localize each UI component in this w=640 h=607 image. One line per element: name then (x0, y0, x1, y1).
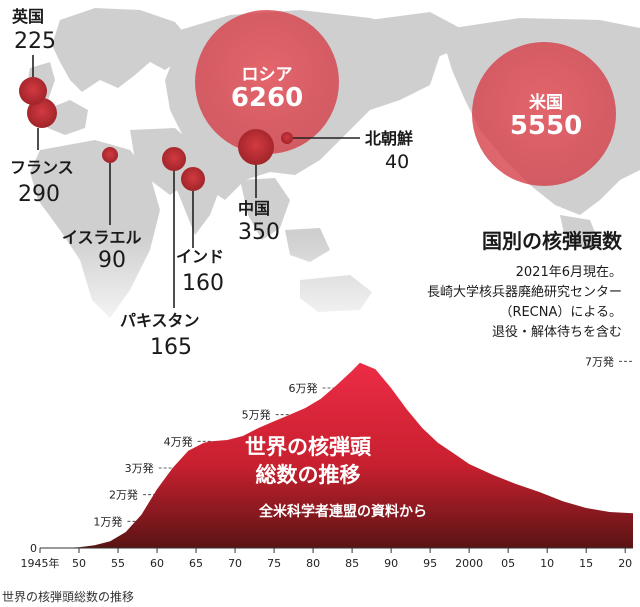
chart-title-line-2: 総数の推移 (256, 463, 361, 487)
label-north-korea-name: 北朝鮮 (365, 129, 413, 148)
y-tick-label: 0 (30, 542, 37, 555)
area-chart: 0 1万発 2万発 3万発 4万発 5万発 6万発 7万発 1945年 50 55 60 65 70 75… (21, 354, 633, 570)
map-notes: 2021年6月現在。 長崎大学核兵器廃絶研究センター （RECNA）による。 退… (427, 265, 622, 340)
figure-caption: 世界の核弾頭総数の推移 (2, 590, 135, 604)
label-china-name: 中国 (238, 199, 270, 218)
x-tick-label: 65 (189, 557, 203, 570)
x-tick-label: 55 (111, 557, 125, 570)
y-tick-label: 4万発 (164, 434, 193, 448)
label-france-name: フランス (10, 158, 74, 177)
note-line: （RECNA）による。 (499, 305, 622, 320)
bubbles (19, 10, 616, 191)
bubble-uk (19, 77, 47, 105)
y-axis-labels: 0 1万発 2万発 3万発 4万発 5万発 6万発 7万発 (30, 354, 614, 555)
y-tick-label: 3万発 (125, 461, 154, 475)
x-tick-label: 10 (540, 557, 554, 570)
label-uk-name: 英国 (11, 7, 44, 26)
y-tick-label: 5万発 (242, 408, 271, 422)
x-tick-label: 05 (501, 557, 515, 570)
label-france-value: 290 (18, 182, 60, 207)
country-labels: 英国 225 ロシア 6260 米国 5550 北朝鮮 40 フランス 290 … (10, 7, 582, 360)
bubble-north-korea (281, 132, 293, 144)
label-india-value: 160 (182, 271, 224, 296)
label-north-korea-value: 40 (385, 151, 409, 173)
x-tick-label: 80 (306, 557, 320, 570)
label-pakistan-value: 165 (150, 335, 192, 360)
x-tick-label: 95 (423, 557, 437, 570)
y-tick-label: 2万発 (109, 488, 138, 502)
label-israel-value: 90 (98, 248, 126, 273)
x-tick-label: 15 (579, 557, 593, 570)
label-usa-value: 5550 (510, 111, 582, 141)
label-usa-name: 米国 (529, 92, 563, 113)
chart-title-line-1: 世界の核弾頭 (245, 435, 372, 459)
area-series (40, 362, 633, 548)
note-line: 退役・解体待ちを含む (492, 324, 622, 340)
label-pakistan-name: パキスタン (120, 311, 200, 330)
note-line: 長崎大学核兵器廃絶研究センター (427, 284, 622, 300)
bubble-pakistan (162, 147, 186, 171)
x-tick-label: 85 (345, 557, 359, 570)
x-tick-label: 20 (618, 557, 632, 570)
chart-subtitle: 全米科学者連盟の資料から (258, 503, 427, 520)
y-tick-label: 1万発 (93, 514, 122, 528)
note-line: 2021年6月現在。 (516, 265, 622, 280)
label-russia-value: 6260 (231, 83, 303, 113)
leader-lines (32, 55, 360, 308)
map-fade (0, 235, 640, 345)
bubble-india (181, 167, 205, 191)
x-tick-label: 2000 (455, 557, 483, 570)
x-tick-label: 1945年 (21, 556, 60, 570)
label-india-name: インド (176, 247, 224, 266)
map-title: 国別の核弾頭数 (482, 229, 623, 253)
y-tick-label: 7万発 (585, 354, 614, 368)
y-tick-label: 6万発 (289, 381, 318, 395)
label-russia-name: ロシア (242, 65, 293, 85)
x-tick-label: 70 (228, 557, 242, 570)
label-israel-name: イスラエル (62, 228, 142, 247)
bubble-israel (102, 147, 118, 163)
label-uk-value: 225 (14, 29, 56, 54)
x-tick-label: 75 (267, 557, 281, 570)
x-tick-label: 60 (150, 557, 164, 570)
bubble-china (238, 129, 274, 165)
x-axis-ticks: 1945年 50 55 60 65 70 75 80 85 90 95 2000 05 10 15 20 (21, 548, 632, 570)
x-tick-label: 90 (384, 557, 398, 570)
x-tick-label: 50 (72, 557, 86, 570)
bubble-russia (195, 10, 339, 154)
bubble-france (27, 98, 57, 128)
bubble-usa (472, 42, 616, 186)
label-china-value: 350 (238, 220, 280, 245)
